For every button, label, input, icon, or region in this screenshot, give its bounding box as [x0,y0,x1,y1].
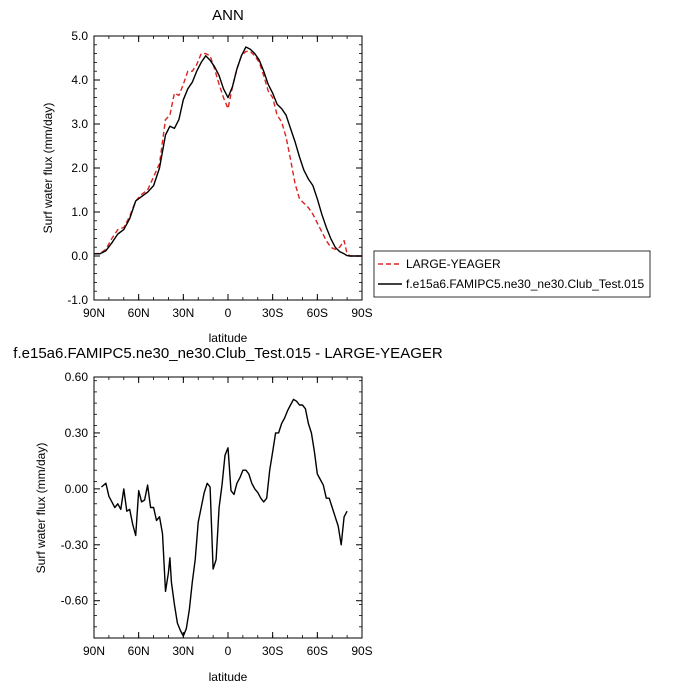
top-series-line-1 [94,46,362,257]
bottom-x-axis-label: latitude [209,670,248,684]
top-x-tick-label: 30S [262,306,283,320]
top-y-tick-label: 2.0 [71,161,88,175]
top-y-tick-label: 4.0 [71,73,88,87]
bottom-axes: 90N 60N 30N 0 30S 60S 90S -0.60 -0.30 0.00 0.30 0.6… [61,370,373,658]
top-y-tick-label: 5.0 [71,29,88,43]
top-x-tick-label: 0 [225,306,232,320]
top-x-tick-label: 60S [307,306,328,320]
bottom-x-tick-label: 60N [128,644,150,658]
top-panel: ANN 90N 60N 30N 0 30S 60S 90S -1.0 0.0 1.0 2.0 3.0 4… [41,7,373,345]
legend-box [373,250,651,298]
top-x-tick-label: 30N [172,306,194,320]
bottom-x-tick-label: 90S [351,644,372,658]
top-x-tick-label: 90S [351,306,372,320]
bottom-y-tick-label: -0.30 [61,538,89,552]
top-chart-title: ANN [212,7,244,24]
bottom-chart-title: f.e15a6.FAMIPC5.ne30_ne30.Club_Test.015 … [13,345,443,362]
top-x-tick-label: 90N [83,306,105,320]
top-y-tick-label: -1.0 [67,293,88,307]
bottom-y-axis-label: Surf water flux (mm/day) [34,443,48,574]
bottom-series-line-0 [100,398,348,637]
top-x-tick-label: 60N [128,306,150,320]
legend-entry-large-yeager: LARGE-YEAGER [406,257,501,271]
bottom-x-tick-label: 30S [262,644,283,658]
bottom-y-tick-label: 0.30 [65,426,89,440]
legend: LARGE-YEAGER f.e15a6.FAMIPC5.ne30_ne30.C… [373,250,651,298]
top-series-line-0 [93,50,362,257]
bottom-y-tick-label: 0.00 [65,482,89,496]
bottom-series-group [100,398,348,637]
bottom-x-tick-label: 0 [225,644,232,658]
bottom-plot-frame [93,376,363,639]
top-y-tick-label: 1.0 [71,205,88,219]
bottom-x-tick-label: 90N [83,644,105,658]
top-series-group [93,46,362,257]
bottom-y-tick-label: 0.60 [65,370,89,384]
legend-entry-club-test: f.e15a6.FAMIPC5.ne30_ne30.Club_Test.015 [406,277,644,291]
top-axes: 90N 60N 30N 0 30S 60S 90S -1.0 0.0 1.0 2.0 3.0 4.0 5.… [67,29,372,320]
top-y-tick-label: 0.0 [71,249,88,263]
bottom-x-tick-label: 60S [307,644,328,658]
top-y-tick-label: 3.0 [71,117,88,131]
top-x-axis-label: latitude [209,331,248,345]
top-y-axis-label: Surf water flux (mm/day) [41,103,55,234]
bottom-panel: f.e15a6.FAMIPC5.ne30_ne30.Club_Test.015 … [13,345,443,684]
bottom-y-tick-label: -0.60 [61,594,89,608]
bottom-x-tick-label: 30N [172,644,194,658]
top-plot-frame [93,35,363,301]
